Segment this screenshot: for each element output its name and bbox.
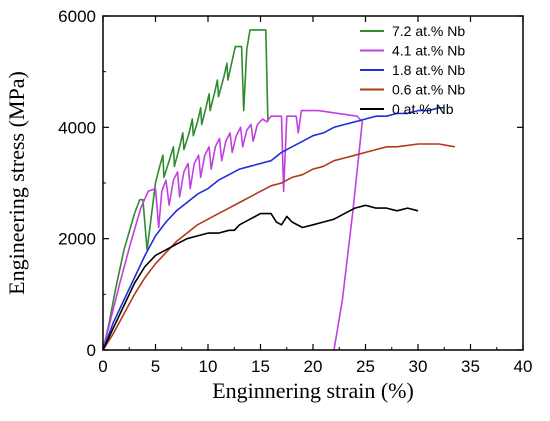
legend-label-4: 0 at.% Nb	[392, 101, 454, 117]
legend-label-1: 4.1 at.% Nb	[392, 43, 465, 59]
ticks-layer: 0 5 10 15 20 25 30 35 40 0 2000 4000 6000	[58, 7, 532, 376]
x-tick-label: 20	[304, 357, 323, 376]
y-tick-label: 0	[87, 341, 96, 360]
legend-label-0: 7.2 at.% Nb	[392, 23, 465, 39]
y-tick-label: 4000	[58, 118, 96, 137]
x-tick-label: 30	[409, 357, 428, 376]
y-axis-title: Engineering stress (MPa)	[4, 71, 29, 295]
x-axis-title: Enginnering strain (%)	[212, 378, 414, 403]
x-tick-label: 15	[251, 357, 270, 376]
x-tick-label: 10	[199, 357, 218, 376]
legend: 7.2 at.% Nb 4.1 at.% Nb 1.8 at.% Nb 0.6 at.…	[360, 23, 465, 117]
x-tick-label: 35	[461, 357, 480, 376]
series-line-2	[102, 107, 445, 351]
series-line-0	[102, 29, 269, 351]
x-tick-label: 0	[98, 357, 107, 376]
legend-label-3: 0.6 at.% Nb	[392, 82, 465, 98]
legend-label-2: 1.8 at.% Nb	[392, 62, 465, 78]
series-line-3	[102, 143, 455, 351]
series-line-1	[102, 109, 364, 351]
y-tick-label: 2000	[58, 230, 96, 249]
x-tick-label: 25	[356, 357, 375, 376]
series-line-4	[102, 204, 419, 351]
series-layer	[102, 29, 455, 351]
x-tick-label: 40	[514, 357, 533, 376]
x-tick-label: 5	[151, 357, 160, 376]
y-tick-label: 6000	[58, 7, 96, 26]
